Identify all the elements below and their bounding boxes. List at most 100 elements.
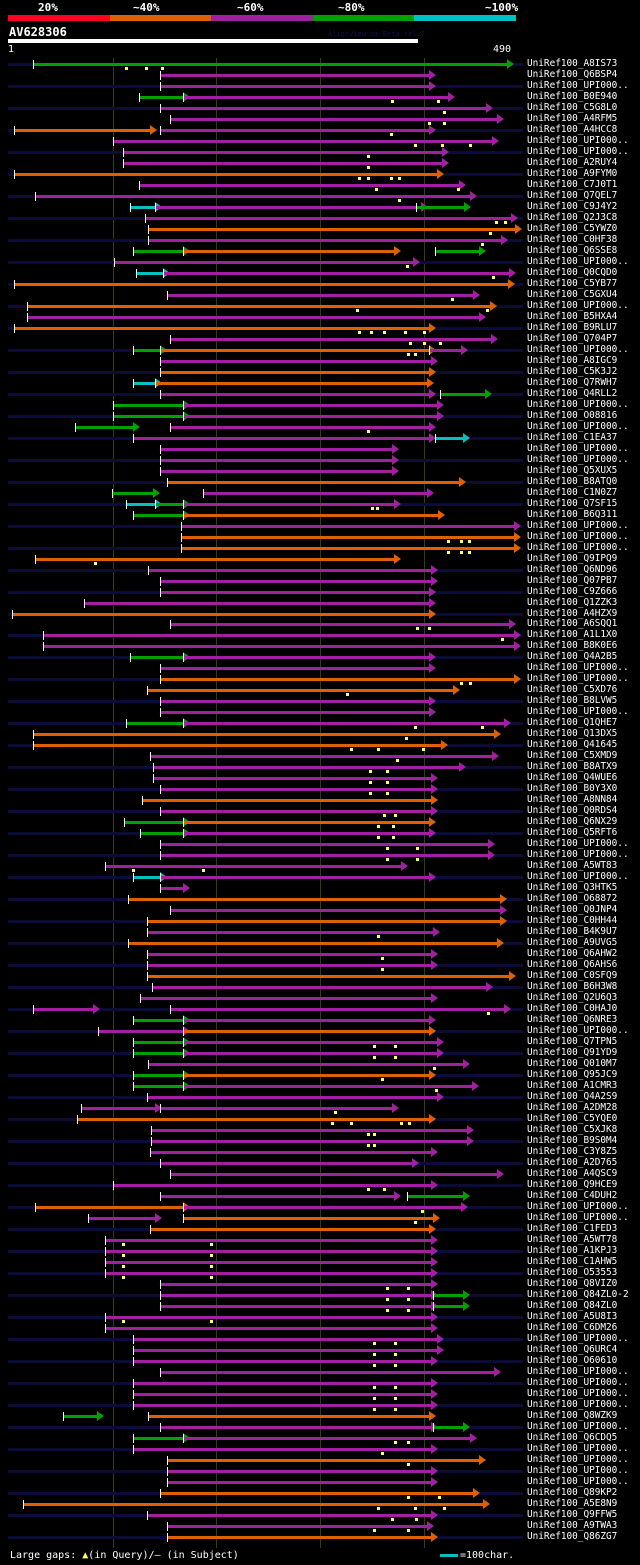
hit-label[interactable]: UniRef100_UPI000.. <box>527 134 629 146</box>
hit-label[interactable]: UniRef100_UPI000.. <box>527 1025 629 1037</box>
hit-label[interactable]: UniRef100_A4HZX9 <box>527 607 618 619</box>
hit-label[interactable]: UniRef100_UPI000.. <box>527 1365 629 1377</box>
hit-label[interactable]: UniRef100_C5YWZ0 <box>527 222 618 234</box>
hit-label[interactable]: UniRef100_Q7QEL7 <box>527 189 618 201</box>
hit-label[interactable]: UniRef100_Q6SSE8 <box>527 244 618 256</box>
hit-label[interactable]: UniRef100_UPI000.. <box>527 453 629 465</box>
hit-label[interactable]: UniRef100_Q9HCE9 <box>527 1178 618 1190</box>
hit-label[interactable]: UniRef100_A4RFM5 <box>527 112 618 124</box>
hit-label[interactable]: UniRef100_A2D765 <box>527 1157 618 1168</box>
hit-label[interactable]: UniRef100_Q704P7 <box>527 332 618 344</box>
hit-label[interactable]: UniRef100_B0E940 <box>527 90 618 102</box>
hit-label[interactable]: UniRef100_B5HXA4 <box>527 310 618 322</box>
hit-label[interactable]: UniRef100_Q41645 <box>527 739 618 751</box>
hit-label[interactable]: UniRef100_Q4A2B5 <box>527 651 618 663</box>
hit-label[interactable]: UniRef100_UPI000.. <box>527 420 629 432</box>
hit-label[interactable]: UniRef100_Q4WUE6 <box>527 772 618 784</box>
hit-label[interactable]: UniRef100_Q6NX29 <box>527 816 618 828</box>
hit-label[interactable]: UniRef100_Q6AHW2 <box>527 948 618 960</box>
hit-label[interactable]: UniRef100_UPI000.. <box>527 1475 629 1487</box>
hit-label[interactable]: UniRef100_A9FYM0 <box>527 167 618 179</box>
hit-label[interactable]: UniRef100_UPI000.. <box>527 838 629 850</box>
hit-label[interactable]: UniRef100_A4QSC9 <box>527 1167 618 1179</box>
hit-label[interactable]: UniRef100_B6Q311 <box>527 508 618 520</box>
hit-label[interactable]: UniRef100_Q95JC9 <box>527 1069 618 1081</box>
hit-label[interactable]: UniRef100_UPI000.. <box>527 1211 629 1223</box>
hit-label[interactable]: UniRef100_Q07PB7 <box>527 574 618 586</box>
hit-label[interactable]: UniRef100_Q2U6Q3 <box>527 992 618 1004</box>
hit-label[interactable]: UniRef100_C9Z666 <box>527 585 618 597</box>
hit-label[interactable]: UniRef100_Q89KP2 <box>527 1486 618 1498</box>
hit-label[interactable]: UniRef100_Q9FFW5 <box>527 1508 618 1520</box>
hit-label[interactable]: UniRef100_C5XJK8 <box>527 1124 618 1136</box>
hit-label[interactable]: UniRef100_A6SQQ1 <box>527 618 618 630</box>
hit-label[interactable]: UniRef100_Q2J3C8 <box>527 211 618 223</box>
hit-label[interactable]: UniRef100_A5U8I3 <box>527 1310 618 1322</box>
hit-label[interactable]: UniRef100_UPI000.. <box>527 1376 629 1388</box>
hit-label[interactable]: UniRef100_C1EA37 <box>527 431 618 443</box>
hit-label[interactable]: UniRef100_UPI000.. <box>527 1464 629 1476</box>
hit-label[interactable]: UniRef100_C0SFQ9 <box>527 970 618 982</box>
hit-label[interactable]: UniRef100_B9RLU7 <box>527 321 618 333</box>
hit-label[interactable]: UniRef100_UPI000.. <box>527 398 629 410</box>
hit-label[interactable]: UniRef100_C0HH44 <box>527 915 618 927</box>
hit-label[interactable]: UniRef100_C6DM26 <box>527 1321 618 1333</box>
hit-label[interactable]: UniRef100_Q86ZG7 <box>527 1530 618 1542</box>
hit-label[interactable]: UniRef100_A8IS73 <box>527 58 618 69</box>
hit-label[interactable]: UniRef100_UPI000.. <box>527 541 629 553</box>
hit-label[interactable]: UniRef100_Q1QHE7 <box>527 717 618 729</box>
hit-label[interactable]: UniRef100_C3Y8Z5 <box>527 1146 618 1157</box>
hit-label[interactable]: UniRef100_UPI000.. <box>527 79 629 91</box>
hit-label[interactable]: UniRef100_B9S0M4 <box>527 1135 618 1147</box>
hit-label[interactable]: UniRef100_Q6ND96 <box>527 563 618 575</box>
hit-label[interactable]: UniRef100_UPI000.. <box>527 145 629 157</box>
hit-label[interactable]: UniRef100_UPI000.. <box>527 1200 629 1212</box>
hit-label[interactable]: UniRef100_C0HAJ0 <box>527 1003 618 1015</box>
hit-label[interactable]: UniRef100_C4DUH2 <box>527 1189 618 1201</box>
hit-label[interactable]: UniRef100_UPI000.. <box>527 1420 629 1432</box>
hit-label[interactable]: UniRef100_UPI000.. <box>527 871 629 883</box>
hit-label[interactable]: UniRef100_A2DM28 <box>527 1102 618 1114</box>
hit-label[interactable]: UniRef100_UPI000.. <box>527 343 629 355</box>
hit-label[interactable]: UniRef100_Q6BSP4 <box>527 68 618 80</box>
hit-label[interactable]: UniRef100_O08816 <box>527 409 618 421</box>
hit-label[interactable]: UniRef100_Q6AHS6 <box>527 959 618 971</box>
hit-label[interactable]: UniRef100_A1L1X0 <box>527 629 618 641</box>
hit-label[interactable]: UniRef100_A9UVG5 <box>527 937 618 949</box>
hit-label[interactable]: UniRef100_UPI000.. <box>527 519 629 531</box>
hit-label[interactable]: UniRef100_UPI000.. <box>527 706 629 718</box>
hit-label[interactable]: UniRef100_Q9IPQ9 <box>527 552 618 564</box>
hit-label[interactable]: UniRef100_B0Y3X0 <box>527 783 618 795</box>
hit-label[interactable]: UniRef100_C5XD76 <box>527 684 618 696</box>
hit-label[interactable]: UniRef100_Q84ZL0-2 <box>527 1288 629 1300</box>
hit-label[interactable]: UniRef100_Q5RFT6 <box>527 827 618 839</box>
hit-label[interactable]: UniRef100_A8IGC9 <box>527 354 618 366</box>
hit-label[interactable]: UniRef100_UPI000.. <box>527 442 629 454</box>
hit-label[interactable]: UniRef100_UPI000.. <box>527 1387 629 1399</box>
hit-label[interactable]: UniRef100_Q0CQD0 <box>527 266 618 278</box>
hit-label[interactable]: UniRef100_B4K9U7 <box>527 926 618 938</box>
hit-label[interactable]: UniRef100_Q8VIZ0 <box>527 1277 618 1289</box>
hit-label[interactable]: UniRef100_Q0RDS4 <box>527 805 618 817</box>
hit-label[interactable]: UniRef100_A5WT83 <box>527 860 618 872</box>
hit-label[interactable]: UniRef100_Q7TPN5 <box>527 1036 618 1048</box>
hit-label[interactable]: UniRef100_A1CMR3 <box>527 1080 618 1092</box>
hit-label[interactable]: UniRef100_Q3HTK5 <box>527 882 618 894</box>
hit-label[interactable]: UniRef100_B8ATQ0 <box>527 475 618 487</box>
hit-label[interactable]: UniRef100_UPI000.. <box>527 255 629 267</box>
hit-label[interactable]: UniRef100_Q0JNP4 <box>527 904 618 916</box>
hit-label[interactable]: UniRef100_Q1ZZK3 <box>527 596 618 608</box>
hit-label[interactable]: UniRef100_Q6CDQ5 <box>527 1431 618 1443</box>
hit-label[interactable]: UniRef100_UPI000.. <box>527 673 629 685</box>
hit-label[interactable]: UniRef100_C5YQE0 <box>527 1113 618 1125</box>
hit-label[interactable]: UniRef100_B8K0E6 <box>527 640 618 652</box>
hit-label[interactable]: UniRef100_B6H3W8 <box>527 981 618 993</box>
hit-label[interactable]: UniRef100_Q7SF15 <box>527 497 618 509</box>
hit-label[interactable]: UniRef100_UPI000.. <box>527 1332 629 1344</box>
hit-label[interactable]: UniRef100_C5GXU4 <box>527 288 618 300</box>
hit-label[interactable]: UniRef100_C1N0Z7 <box>527 486 618 498</box>
hit-label[interactable]: UniRef100_UPI000.. <box>527 299 629 311</box>
hit-label[interactable]: UniRef100_Q4RLL2 <box>527 387 618 399</box>
hit-label[interactable]: UniRef100_O68872 <box>527 893 618 905</box>
hit-label[interactable]: UniRef100_UPI000.. <box>527 530 629 542</box>
